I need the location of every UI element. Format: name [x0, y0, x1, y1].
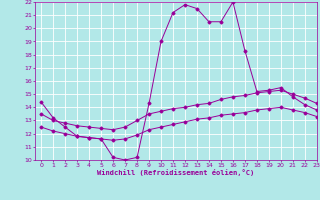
X-axis label: Windchill (Refroidissement éolien,°C): Windchill (Refroidissement éolien,°C) [97, 169, 255, 176]
